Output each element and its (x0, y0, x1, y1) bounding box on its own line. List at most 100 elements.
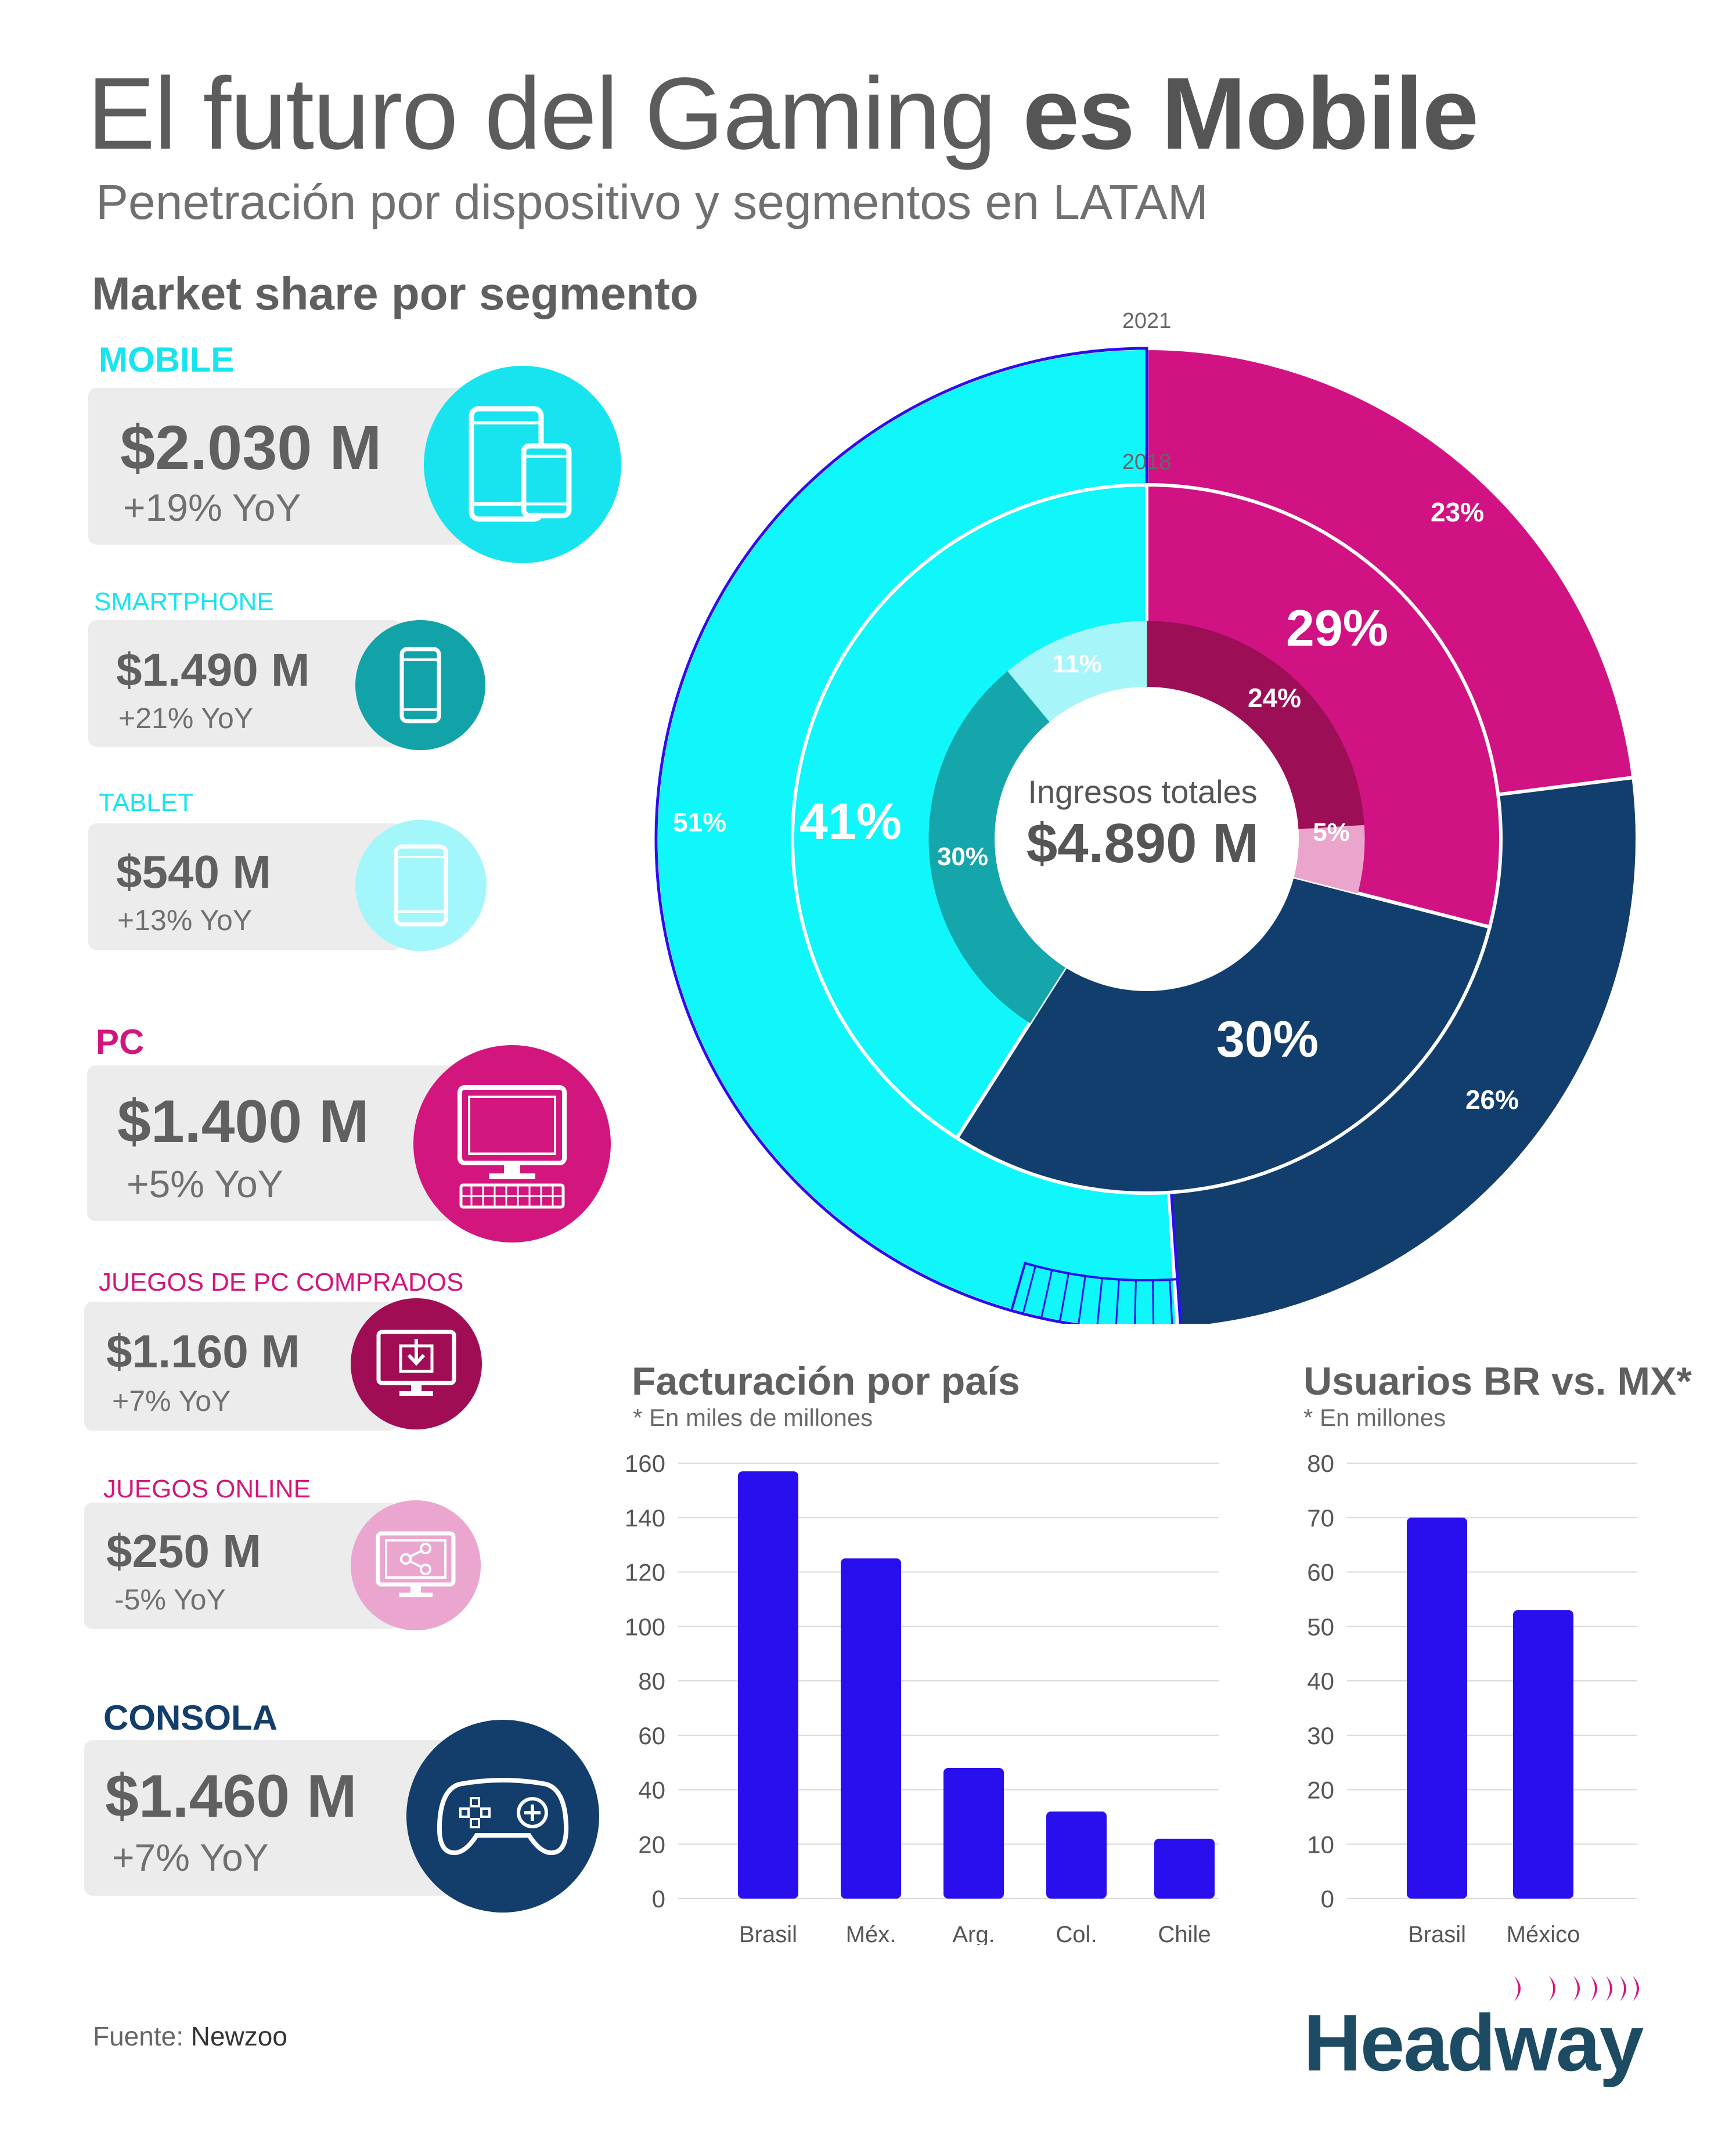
x-tick-label: Arg. (952, 1922, 995, 1945)
hatch-line (1134, 1280, 1137, 1324)
console-value: $1.460 M (105, 1763, 357, 1830)
y-tick-label: 0 (652, 1885, 665, 1913)
y-tick-label: 40 (638, 1777, 665, 1804)
middle-label-console: 30% (1216, 1010, 1319, 1068)
outer-label-console: 26% (1465, 1085, 1519, 1115)
pc-bought-value: $1.160 M (106, 1326, 300, 1377)
hatch-line (1040, 1269, 1053, 1317)
console-label: CONSOLA (103, 1698, 278, 1737)
page-subtitle: Penetración por dispositivo y segmentos … (96, 175, 1208, 229)
hatch-line (1152, 1280, 1155, 1324)
pc-bought-card: $1.160 M +7% YoY (84, 1302, 398, 1431)
smartphone-value: $1.490 M (116, 644, 310, 696)
hatch-line (1078, 1276, 1086, 1324)
market-share-heading: Market share por segmento (92, 268, 698, 319)
hatch-line (1059, 1273, 1069, 1321)
console-yoy: +7% YoY (112, 1836, 269, 1879)
smartphone-yoy: +21% YoY (118, 702, 254, 734)
bar1-title: Facturación por país (632, 1359, 1020, 1403)
gamepad-icon (406, 1720, 599, 1913)
desktop-computer-icon (413, 1045, 611, 1243)
headway-waves-icon (1514, 1976, 1639, 2001)
bar-mx (841, 1558, 901, 1899)
mobile-value: $2.030 M (120, 412, 382, 482)
center-value: $4.890 M (1027, 812, 1259, 874)
tablet-value: $540 M (116, 846, 271, 898)
x-tick-label: Col. (1056, 1922, 1097, 1945)
y-tick-label: 40 (1307, 1668, 1334, 1695)
y-tick-label: 20 (1307, 1777, 1334, 1804)
x-tick-label: México (1507, 1922, 1580, 1945)
hatch-line (1022, 1266, 1036, 1313)
tablet-label: TABLET (99, 788, 194, 817)
outer-ring-year: 2021 (1122, 309, 1172, 333)
y-tick-label: 0 (1321, 1885, 1334, 1913)
y-tick-label: 20 (638, 1831, 665, 1858)
hatch-line (1096, 1277, 1103, 1324)
y-tick-label: 100 (625, 1613, 665, 1640)
tablet-phone-icon (424, 366, 621, 563)
y-tick-label: 30 (1307, 1722, 1334, 1749)
pc-value: $1.400 M (117, 1088, 369, 1155)
online-yoy: -5% YoY (114, 1583, 226, 1616)
y-tick-label: 80 (1307, 1450, 1334, 1477)
middle-label-pc: 29% (1286, 599, 1388, 657)
y-tick-label: 140 (625, 1504, 665, 1532)
headway-logo: Headway (1303, 1998, 1644, 2088)
x-tick-label: Méx. (846, 1922, 896, 1945)
mobile-yoy: +19% YoY (123, 486, 301, 529)
online-card: $250 M -5% YoY (84, 1503, 398, 1629)
middle-label-mobile: 41% (799, 793, 902, 850)
hatch-border (1010, 1262, 1182, 1324)
y-tick-label: 60 (638, 1722, 665, 1749)
x-tick-label: Chile (1158, 1922, 1211, 1945)
market-share-donut: 2021 2018 Ingresos totales $4.890 M 23% … (654, 309, 1639, 1324)
hatch-line (1169, 1279, 1173, 1324)
tablet-card: $540 M +13% YoY (88, 823, 402, 950)
bar-col (1046, 1812, 1107, 1899)
y-tick-label: 160 (625, 1450, 665, 1477)
bar-brasil (1407, 1517, 1467, 1899)
bar2-chart: 0 10 20 30 40 50 60 70 80 Brasil México (1307, 1450, 1637, 1945)
mobile-label: MOBILE (99, 340, 235, 379)
share-monitor-icon (351, 1500, 481, 1630)
tablet-icon (355, 820, 487, 951)
y-tick-label: 80 (638, 1668, 665, 1695)
x-tick-label: Brasil (739, 1922, 797, 1945)
bar1-chart: 0 20 40 60 80 100 120 140 160 Brasil Méx. Arg. Col. C… (625, 1450, 1219, 1945)
pc-label: PC (96, 1022, 145, 1061)
outer-label-mobile: 51% (673, 807, 726, 837)
bar1-note: * En miles de millones (633, 1404, 873, 1431)
y-tick-label: 50 (1307, 1613, 1334, 1640)
center-label: Ingresos totales (1028, 773, 1257, 810)
smartphone-card: $1.490 M +21% YoY (88, 620, 402, 747)
bar-arg (943, 1768, 1004, 1899)
y-tick-label: 120 (625, 1559, 665, 1586)
smartphone-label: SMARTPHONE (94, 588, 274, 616)
hatch-line (1115, 1279, 1120, 1324)
tablet-yoy: +13% YoY (117, 904, 253, 937)
y-tick-label: 10 (1307, 1831, 1334, 1858)
outer-label-pc: 23% (1431, 497, 1484, 527)
y-tick-label: 60 (1307, 1559, 1334, 1586)
smartphone-icon (355, 620, 485, 750)
bar2-note: * En millones (1303, 1404, 1446, 1431)
bar2-title: Usuarios BR vs. MX* (1303, 1359, 1692, 1403)
source-note: Fuente: Newzoo (93, 2021, 287, 2051)
inner-label-tablet: 11% (1052, 650, 1102, 678)
pc-yoy: +5% YoY (127, 1162, 283, 1205)
x-tick-label: Brasil (1408, 1922, 1466, 1945)
bar-chile (1154, 1838, 1215, 1899)
bar-brasil (738, 1471, 798, 1899)
inner-label-pc-bought: 24% (1248, 683, 1301, 713)
online-label: JUEGOS ONLINE (103, 1475, 311, 1503)
donut-center (995, 687, 1299, 991)
inner-label-smartphone: 30% (937, 842, 988, 871)
page-title: El futuro del Gaming es Mobile (87, 57, 1479, 171)
middle-ring-year: 2018 (1122, 450, 1172, 474)
y-tick-label: 70 (1307, 1504, 1334, 1532)
pc-bought-label: JUEGOS DE PC COMPRADOS (99, 1268, 464, 1297)
online-value: $250 M (106, 1525, 261, 1577)
inner-label-online: 5% (1313, 818, 1350, 847)
download-monitor-icon (351, 1298, 482, 1429)
